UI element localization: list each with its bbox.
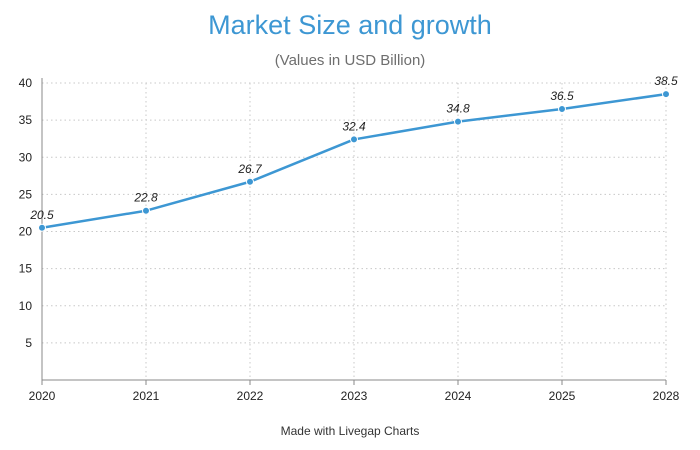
data-point (246, 177, 254, 186)
grid-lines (42, 82, 667, 380)
data-point (142, 206, 150, 215)
x-tick-label: 2023 (341, 389, 368, 403)
x-tick-label: 2021 (133, 389, 160, 403)
x-tick-label: 2022 (237, 389, 264, 403)
x-tick-label: 2024 (445, 389, 472, 403)
x-tick-label: 2020 (29, 389, 56, 403)
y-tick-label: 10 (19, 299, 33, 313)
y-tick-label: 30 (19, 150, 33, 164)
x-tick-label: 2025 (549, 389, 576, 403)
data-label: 22.8 (133, 191, 158, 205)
y-tick-label: 20 (19, 225, 33, 239)
data-label: 26.7 (237, 162, 263, 176)
chart-title: Market Size and growth (208, 10, 492, 40)
data-labels: 20.5 22.8 26.7 32.4 34.8 36.5 38.5 (29, 74, 678, 222)
y-tick-label: 5 (25, 336, 32, 350)
y-tick-label: 15 (19, 262, 33, 276)
data-point (38, 223, 46, 232)
data-point (454, 117, 462, 126)
y-tick-label: 40 (19, 76, 33, 90)
data-label: 34.8 (446, 102, 470, 116)
data-point (558, 104, 566, 113)
y-tick-label: 25 (19, 187, 33, 201)
data-point (350, 135, 358, 144)
footer-credit: Made with Livegap Charts (280, 424, 420, 438)
chart-subtitle: (Values in USD Billion) (274, 52, 426, 69)
x-tick-label: 2028 (653, 389, 680, 403)
data-points (38, 90, 670, 232)
data-label: 38.5 (654, 74, 678, 88)
data-point (662, 90, 670, 99)
data-label: 36.5 (550, 89, 574, 103)
data-label: 20.5 (29, 208, 54, 222)
data-label: 32.4 (342, 119, 366, 133)
y-tick-label: 35 (19, 113, 33, 127)
